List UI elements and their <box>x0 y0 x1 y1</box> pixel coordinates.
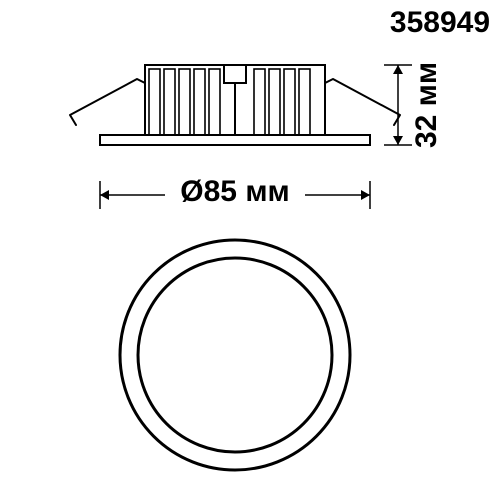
height-label: 32 мм <box>410 62 443 148</box>
product-id: 358949 <box>390 6 490 39</box>
diameter-label: Ø85 мм <box>180 175 289 208</box>
